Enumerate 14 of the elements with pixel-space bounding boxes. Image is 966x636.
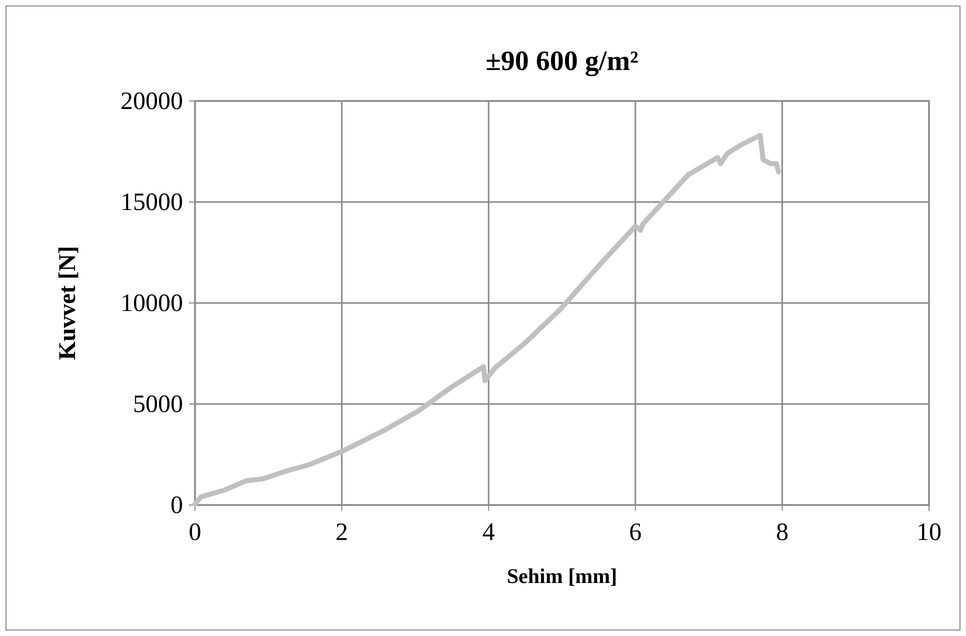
x-tick-label: 6 — [629, 519, 642, 546]
x-axis-title: Sehim [mm] — [506, 564, 618, 588]
x-tick-label: 8 — [776, 519, 788, 546]
y-tick-label: 10000 — [120, 290, 183, 317]
y-tick-label: 15000 — [120, 189, 183, 216]
chart-title: ±90 600 g/m² — [486, 46, 638, 77]
x-tick-label: 0 — [188, 519, 202, 546]
y-axis-title: Kuvvet [N] — [55, 246, 81, 360]
x-tick-label: 4 — [482, 519, 496, 546]
y-tick-label: 0 — [170, 492, 183, 519]
x-tick-label: 2 — [336, 519, 348, 546]
x-tick-label: 10 — [916, 519, 942, 546]
y-tick-label: 5000 — [133, 391, 183, 418]
y-tick-label: 20000 — [120, 88, 183, 115]
